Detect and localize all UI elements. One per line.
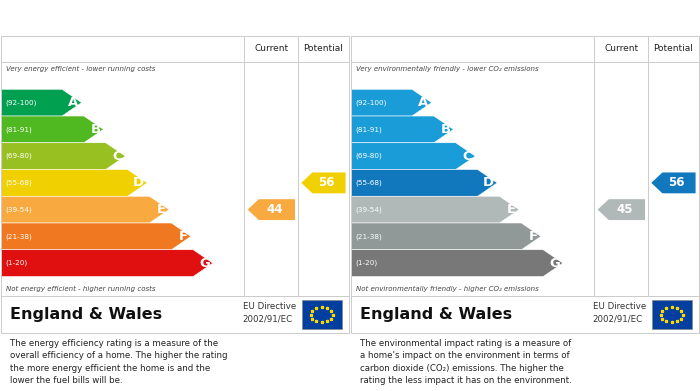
Text: 44: 44 bbox=[266, 203, 282, 216]
Polygon shape bbox=[351, 89, 432, 116]
Polygon shape bbox=[351, 170, 497, 196]
Text: (81-91): (81-91) bbox=[6, 126, 32, 133]
Polygon shape bbox=[248, 199, 295, 220]
Text: Very environmentally friendly - lower CO₂ emissions: Very environmentally friendly - lower CO… bbox=[356, 66, 538, 72]
Polygon shape bbox=[1, 116, 104, 143]
Text: Current: Current bbox=[254, 45, 288, 54]
Text: England & Wales: England & Wales bbox=[360, 307, 512, 322]
Polygon shape bbox=[351, 143, 475, 170]
Polygon shape bbox=[1, 170, 147, 196]
Text: Current: Current bbox=[604, 45, 638, 54]
Text: 56: 56 bbox=[318, 176, 335, 189]
Polygon shape bbox=[1, 143, 125, 170]
Text: Very energy efficient - lower running costs: Very energy efficient - lower running co… bbox=[6, 66, 155, 72]
Text: A: A bbox=[69, 96, 78, 109]
Text: Energy Efficiency Rating: Energy Efficiency Rating bbox=[10, 12, 182, 25]
Text: 56: 56 bbox=[668, 176, 685, 189]
Text: (1-20): (1-20) bbox=[6, 260, 28, 266]
Text: Not energy efficient - higher running costs: Not energy efficient - higher running co… bbox=[6, 286, 155, 292]
Text: EU Directive
2002/91/EC: EU Directive 2002/91/EC bbox=[593, 302, 646, 323]
Text: Environmental Impact (CO₂) Rating: Environmental Impact (CO₂) Rating bbox=[360, 12, 606, 25]
Text: Potential: Potential bbox=[304, 45, 344, 54]
Text: (1-20): (1-20) bbox=[356, 260, 378, 266]
Polygon shape bbox=[1, 196, 169, 223]
Text: C: C bbox=[463, 150, 473, 163]
Text: (55-68): (55-68) bbox=[356, 179, 382, 186]
Text: E: E bbox=[157, 203, 166, 216]
Text: B: B bbox=[90, 123, 101, 136]
Text: (39-54): (39-54) bbox=[6, 206, 32, 213]
Polygon shape bbox=[351, 223, 541, 250]
Bar bbox=[302, 300, 342, 329]
Text: A: A bbox=[419, 96, 428, 109]
Polygon shape bbox=[1, 89, 82, 116]
Text: D: D bbox=[133, 176, 144, 189]
Text: (55-68): (55-68) bbox=[6, 179, 32, 186]
Polygon shape bbox=[651, 172, 696, 193]
Text: Potential: Potential bbox=[654, 45, 694, 54]
Polygon shape bbox=[351, 250, 563, 276]
Text: F: F bbox=[179, 230, 188, 243]
Text: (92-100): (92-100) bbox=[356, 99, 387, 106]
Text: E: E bbox=[507, 203, 516, 216]
Text: 45: 45 bbox=[616, 203, 632, 216]
Text: F: F bbox=[529, 230, 538, 243]
Text: (21-38): (21-38) bbox=[356, 233, 382, 240]
Text: (92-100): (92-100) bbox=[6, 99, 37, 106]
Polygon shape bbox=[351, 116, 454, 143]
Text: The environmental impact rating is a measure of
a home's impact on the environme: The environmental impact rating is a mea… bbox=[360, 339, 572, 386]
Text: G: G bbox=[199, 256, 210, 270]
Text: Not environmentally friendly - higher CO₂ emissions: Not environmentally friendly - higher CO… bbox=[356, 286, 538, 292]
Text: G: G bbox=[549, 256, 560, 270]
Polygon shape bbox=[1, 250, 213, 276]
Text: D: D bbox=[483, 176, 494, 189]
Text: (39-54): (39-54) bbox=[356, 206, 382, 213]
Bar bbox=[652, 300, 692, 329]
Text: C: C bbox=[113, 150, 122, 163]
Polygon shape bbox=[598, 199, 645, 220]
Text: England & Wales: England & Wales bbox=[10, 307, 162, 322]
Polygon shape bbox=[1, 223, 191, 250]
Polygon shape bbox=[301, 172, 346, 193]
Text: (21-38): (21-38) bbox=[6, 233, 32, 240]
Text: (69-80): (69-80) bbox=[356, 153, 382, 160]
Text: EU Directive
2002/91/EC: EU Directive 2002/91/EC bbox=[243, 302, 296, 323]
Text: B: B bbox=[440, 123, 451, 136]
Text: (69-80): (69-80) bbox=[6, 153, 32, 160]
Polygon shape bbox=[351, 196, 519, 223]
Text: The energy efficiency rating is a measure of the
overall efficiency of a home. T: The energy efficiency rating is a measur… bbox=[10, 339, 228, 386]
Text: (81-91): (81-91) bbox=[356, 126, 382, 133]
